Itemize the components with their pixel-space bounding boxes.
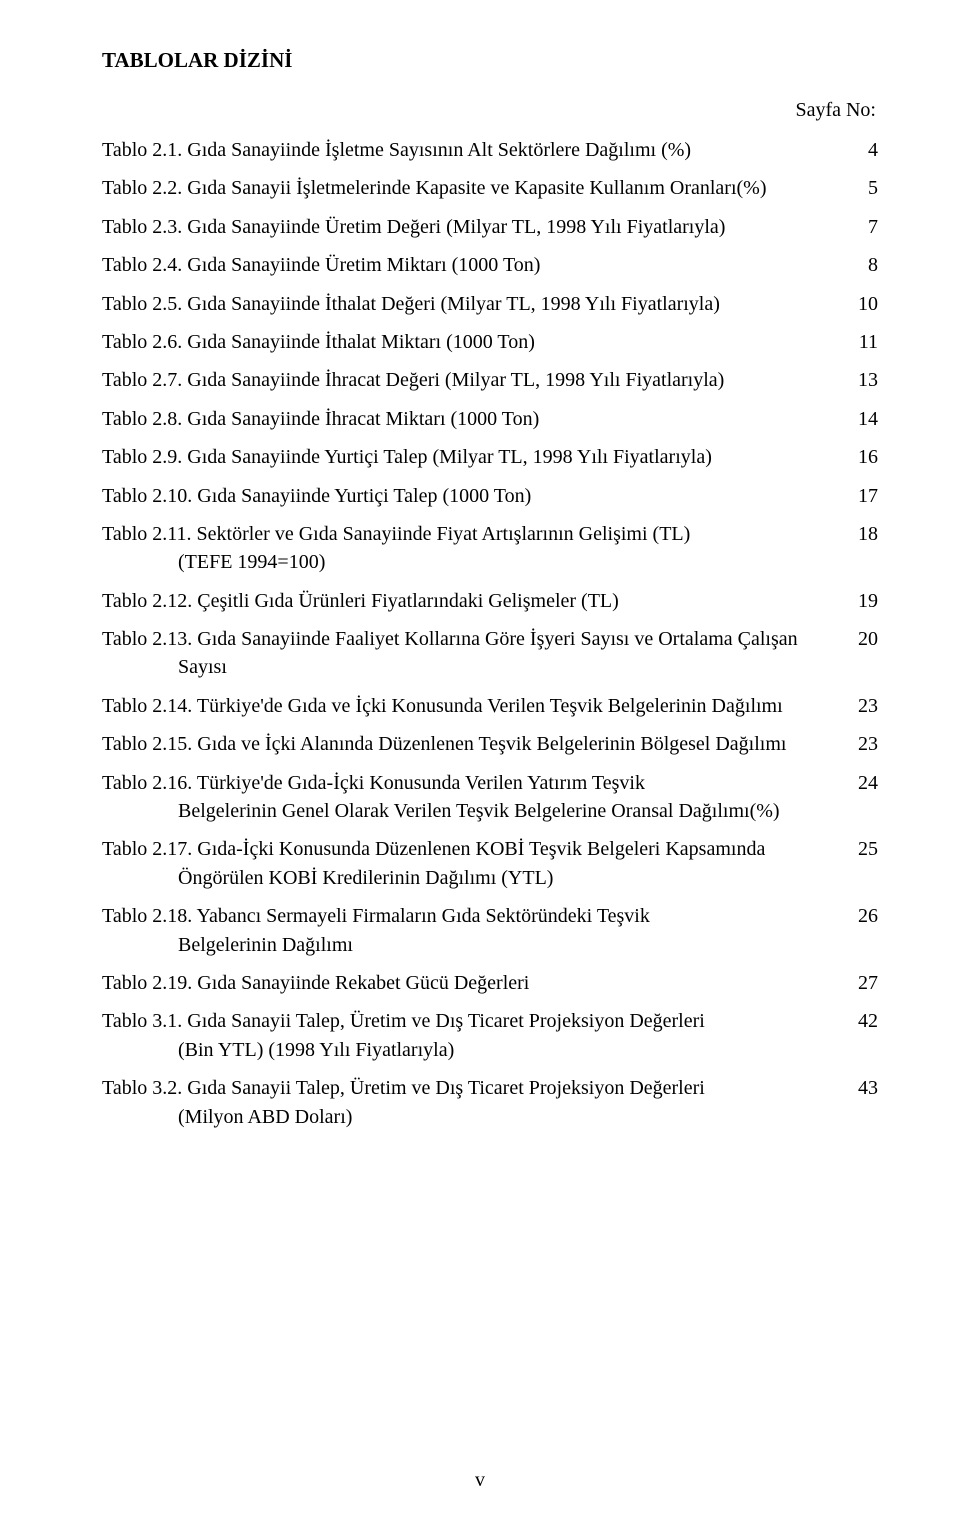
toc-entry-continuation: Öngörülen KOBİ Kredilerinin Dağılımı (YT… (178, 864, 810, 892)
toc-entry-text: Tablo 2.9. Gıda Sanayiinde Yurtiçi Talep… (102, 443, 850, 471)
toc-entry-page: 5 (850, 174, 878, 202)
toc-entry-page: 25 (850, 835, 878, 863)
toc-entry-text: Tablo 3.1. Gıda Sanayii Talep, Üretim ve… (102, 1007, 850, 1064)
toc-entry-text: Tablo 2.13. Gıda Sanayiinde Faaliyet Kol… (102, 625, 850, 682)
toc-entry-text: Tablo 2.3. Gıda Sanayiinde Üretim Değeri… (102, 213, 850, 241)
toc-entry-text: Tablo 2.6. Gıda Sanayiinde İthalat Mikta… (102, 328, 850, 356)
toc-entry-text: Tablo 2.19. Gıda Sanayiinde Rekabet Gücü… (102, 969, 850, 997)
toc-entry-continuation: (Milyon ABD Doları) (178, 1103, 810, 1131)
toc-entry-page: 13 (850, 366, 878, 394)
toc-entry-page: 24 (850, 769, 878, 797)
toc-entry: Tablo 2.10. Gıda Sanayiinde Yurtiçi Tale… (102, 482, 878, 510)
toc-entry: Tablo 2.5. Gıda Sanayiinde İthalat Değer… (102, 290, 878, 318)
toc-entry: Tablo 2.3. Gıda Sanayiinde Üretim Değeri… (102, 213, 878, 241)
toc-entry-page: 19 (850, 587, 878, 615)
page-number-label: Sayfa No: (102, 99, 878, 122)
toc-entry-page: 10 (850, 290, 878, 318)
toc-entry-page: 14 (850, 405, 878, 433)
toc-entry-page: 11 (850, 328, 878, 356)
toc-entry-text: Tablo 2.17. Gıda-İçki Konusunda Düzenlen… (102, 835, 850, 892)
toc-entry-page: 7 (850, 213, 878, 241)
toc-entry-text: Tablo 2.8. Gıda Sanayiinde İhracat Mikta… (102, 405, 850, 433)
toc-entry: Tablo 2.12. Çeşitli Gıda Ürünleri Fiyatl… (102, 587, 878, 615)
toc-entry-continuation: Sayısı (178, 653, 810, 681)
toc-entry-continuation: (TEFE 1994=100) (178, 548, 810, 576)
toc-entry-text: Tablo 2.1. Gıda Sanayiinde İşletme Sayıs… (102, 136, 850, 164)
toc-entry: Tablo 2.11. Sektörler ve Gıda Sanayiinde… (102, 520, 878, 577)
toc-entry-page: 20 (850, 625, 878, 653)
toc-entry-text: Tablo 2.16. Türkiye'de Gıda-İçki Konusun… (102, 769, 850, 826)
toc-entry-text: Tablo 2.15. Gıda ve İçki Alanında Düzenl… (102, 730, 850, 758)
toc-entry-continuation: Belgelerinin Dağılımı (178, 931, 810, 959)
toc-entry: Tablo 2.4. Gıda Sanayiinde Üretim Miktar… (102, 251, 878, 279)
toc-entry-text: Tablo 2.14. Türkiye'de Gıda ve İçki Konu… (102, 692, 850, 720)
toc-entry: Tablo 2.18. Yabancı Sermayeli Firmaların… (102, 902, 878, 959)
toc-entry-text: Tablo 3.2. Gıda Sanayii Talep, Üretim ve… (102, 1074, 850, 1131)
toc-entry-page: 4 (850, 136, 878, 164)
toc-entry-page: 43 (850, 1074, 878, 1102)
toc-entry-text: Tablo 2.7. Gıda Sanayiinde İhracat Değer… (102, 366, 850, 394)
toc-entry: Tablo 2.2. Gıda Sanayii İşletmelerinde K… (102, 174, 878, 202)
toc-entry: Tablo 2.14. Türkiye'de Gıda ve İçki Konu… (102, 692, 878, 720)
toc-entry: Tablo 2.16. Türkiye'de Gıda-İçki Konusun… (102, 769, 878, 826)
page-heading: TABLOLAR DİZİNİ (102, 48, 878, 73)
toc-entry: Tablo 2.8. Gıda Sanayiinde İhracat Mikta… (102, 405, 878, 433)
toc-entry-page: 26 (850, 902, 878, 930)
toc-entry-page: 23 (850, 730, 878, 758)
toc-entry-text: Tablo 2.18. Yabancı Sermayeli Firmaların… (102, 902, 850, 959)
toc-entry-page: 18 (850, 520, 878, 548)
toc-entry-page: 16 (850, 443, 878, 471)
toc-entry-continuation: (Bin YTL) (1998 Yılı Fiyatlarıyla) (178, 1036, 810, 1064)
toc-entry-text: Tablo 2.10. Gıda Sanayiinde Yurtiçi Tale… (102, 482, 850, 510)
toc-entry-continuation: Belgelerinin Genel Olarak Verilen Teşvik… (178, 797, 810, 825)
footer-page-number: v (0, 1469, 960, 1492)
toc-entry: Tablo 2.17. Gıda-İçki Konusunda Düzenlen… (102, 835, 878, 892)
toc-entry-text: Tablo 2.11. Sektörler ve Gıda Sanayiinde… (102, 520, 850, 577)
toc-container: Tablo 2.1. Gıda Sanayiinde İşletme Sayıs… (102, 136, 878, 1131)
toc-entry-text: Tablo 2.2. Gıda Sanayii İşletmelerinde K… (102, 174, 850, 202)
toc-entry: Tablo 2.19. Gıda Sanayiinde Rekabet Gücü… (102, 969, 878, 997)
toc-entry-text: Tablo 2.5. Gıda Sanayiinde İthalat Değer… (102, 290, 850, 318)
toc-entry-page: 42 (850, 1007, 878, 1035)
toc-entry-text: Tablo 2.12. Çeşitli Gıda Ürünleri Fiyatl… (102, 587, 850, 615)
toc-entry: Tablo 2.1. Gıda Sanayiinde İşletme Sayıs… (102, 136, 878, 164)
toc-entry-page: 8 (850, 251, 878, 279)
toc-entry: Tablo 3.1. Gıda Sanayii Talep, Üretim ve… (102, 1007, 878, 1064)
toc-entry-text: Tablo 2.4. Gıda Sanayiinde Üretim Miktar… (102, 251, 850, 279)
toc-entry-page: 23 (850, 692, 878, 720)
toc-entry-page: 27 (850, 969, 878, 997)
toc-entry: Tablo 2.15. Gıda ve İçki Alanında Düzenl… (102, 730, 878, 758)
toc-entry: Tablo 3.2. Gıda Sanayii Talep, Üretim ve… (102, 1074, 878, 1131)
toc-entry: Tablo 2.7. Gıda Sanayiinde İhracat Değer… (102, 366, 878, 394)
toc-entry: Tablo 2.9. Gıda Sanayiinde Yurtiçi Talep… (102, 443, 878, 471)
toc-entry-page: 17 (850, 482, 878, 510)
toc-entry: Tablo 2.6. Gıda Sanayiinde İthalat Mikta… (102, 328, 878, 356)
toc-entry: Tablo 2.13. Gıda Sanayiinde Faaliyet Kol… (102, 625, 878, 682)
